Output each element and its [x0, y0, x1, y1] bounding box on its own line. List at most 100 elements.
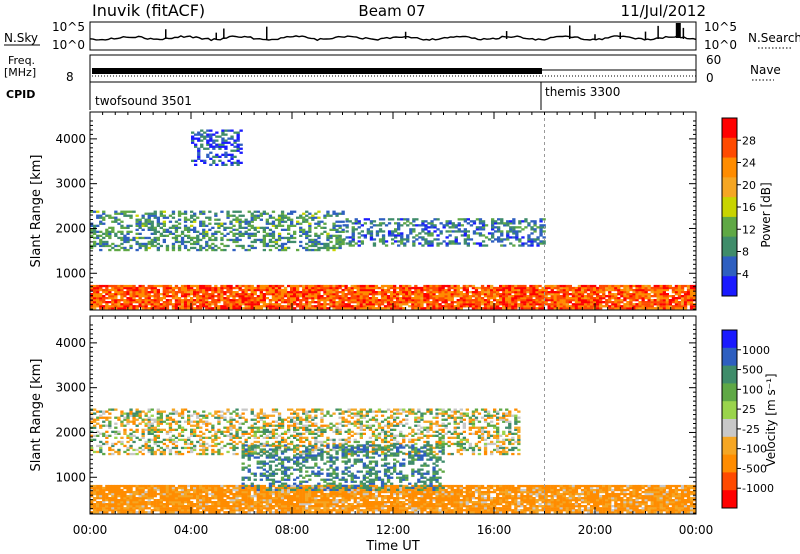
heatmap-cell [608, 284, 612, 288]
heatmap-cell [265, 490, 269, 494]
heatmap-cell [647, 305, 651, 308]
heatmap-cell [433, 226, 437, 229]
heatmap-cell [283, 495, 288, 498]
heatmap-cell [93, 303, 97, 306]
heatmap-cell [383, 301, 388, 304]
heatmap-cell [235, 232, 239, 235]
heatmap-cell [393, 284, 397, 288]
heatmap-cell [208, 307, 212, 310]
heatmap-cell [493, 291, 497, 294]
heatmap-cell [233, 145, 237, 148]
heatmap-cell [380, 299, 385, 302]
heatmap-cell [262, 288, 266, 292]
heatmap-cell [277, 214, 282, 217]
heatmap-cell [589, 291, 594, 294]
heatmap-cell [329, 511, 333, 514]
heatmap-cell [332, 497, 336, 500]
heatmap-cell [635, 293, 639, 296]
heatmap-cell [366, 230, 370, 233]
heatmap-cell [402, 284, 406, 288]
heatmap-cell [226, 307, 230, 310]
heatmap-cell [156, 501, 160, 504]
heatmap-cell [378, 222, 383, 225]
heatmap-cell [686, 286, 691, 290]
heatmap-cell [165, 490, 170, 494]
heatmap-cell [93, 240, 97, 244]
heatmap-cell [496, 301, 500, 304]
heatmap-cell [233, 149, 237, 152]
heatmap-cell [689, 286, 694, 290]
heatmap-cell [238, 214, 242, 217]
heatmap-cell [202, 284, 206, 288]
heatmap-cell [329, 492, 333, 496]
heatmap-cell [159, 307, 163, 310]
heatmap-cell [262, 286, 266, 290]
heatmap-cell [271, 232, 276, 235]
heatmap-cell [274, 297, 279, 300]
heatmap-cell [271, 224, 276, 227]
heatmap-cell [144, 293, 148, 296]
heatmap-cell [317, 507, 321, 510]
heatmap-cell [538, 293, 542, 296]
heatmap-cell [159, 505, 163, 508]
heatmap-cell [141, 228, 145, 231]
heatmap-cell [356, 505, 360, 508]
heatmap-cell [153, 492, 157, 496]
heatmap-cell [471, 307, 476, 310]
y-tick-label: 4000 [55, 132, 86, 146]
heatmap-cell [232, 234, 236, 237]
heatmap-cell [138, 218, 142, 221]
heatmap-cell [117, 236, 121, 240]
heatmap-cell [177, 507, 182, 510]
heatmap-cell [171, 212, 176, 215]
heatmap-cell [187, 230, 191, 233]
heatmap-cell [247, 224, 251, 227]
heatmap-cell [114, 248, 118, 252]
heatmap-cell [530, 238, 534, 241]
heatmap-cell [129, 497, 133, 500]
heatmap-cell [550, 291, 554, 294]
heatmap-cell [93, 511, 97, 514]
heatmap-cell [147, 507, 151, 510]
heatmap-cell [250, 497, 254, 500]
heatmap-cell [211, 232, 215, 235]
heatmap-cell [472, 232, 477, 235]
heatmap-cell [187, 228, 191, 231]
heatmap-cell [117, 486, 121, 490]
heatmap-cell [93, 284, 97, 288]
heatmap-cell [168, 511, 173, 514]
heatmap-cell [342, 238, 346, 241]
heatmap-cell [256, 301, 260, 304]
heatmap-cell [274, 492, 279, 496]
heatmap-cell [293, 295, 297, 298]
heatmap-cell [680, 305, 685, 308]
heatmap-cell [674, 291, 679, 294]
heatmap-cell [268, 288, 273, 292]
heatmap-cell [153, 236, 157, 240]
heatmap-cell [153, 495, 157, 498]
heatmap-cell [253, 228, 257, 231]
heatmap-cell [391, 218, 395, 221]
heatmap-cell [296, 499, 300, 502]
heatmap-cell [256, 499, 260, 502]
heatmap-cell [363, 222, 367, 225]
heatmap-cell [212, 161, 216, 164]
heatmap-cell [397, 234, 401, 237]
heatmap-cell [296, 488, 300, 492]
heatmap-cell [117, 248, 121, 252]
heatmap-cell [105, 288, 109, 292]
heatmap-cell [583, 295, 588, 298]
heatmap-cell [335, 293, 339, 296]
heatmap-cell [229, 511, 233, 514]
heatmap-cell [493, 297, 497, 300]
heatmap-cell [277, 224, 282, 227]
heatmap-cell [686, 301, 691, 304]
heatmap-cell [614, 286, 618, 290]
heatmap-cell [129, 214, 133, 217]
heatmap-cell [296, 303, 300, 306]
heatmap-cell [244, 226, 248, 229]
heatmap-cell [323, 246, 327, 250]
heatmap-cell [568, 284, 572, 288]
heatmap-cell [396, 501, 400, 504]
heatmap-cell [90, 501, 94, 504]
